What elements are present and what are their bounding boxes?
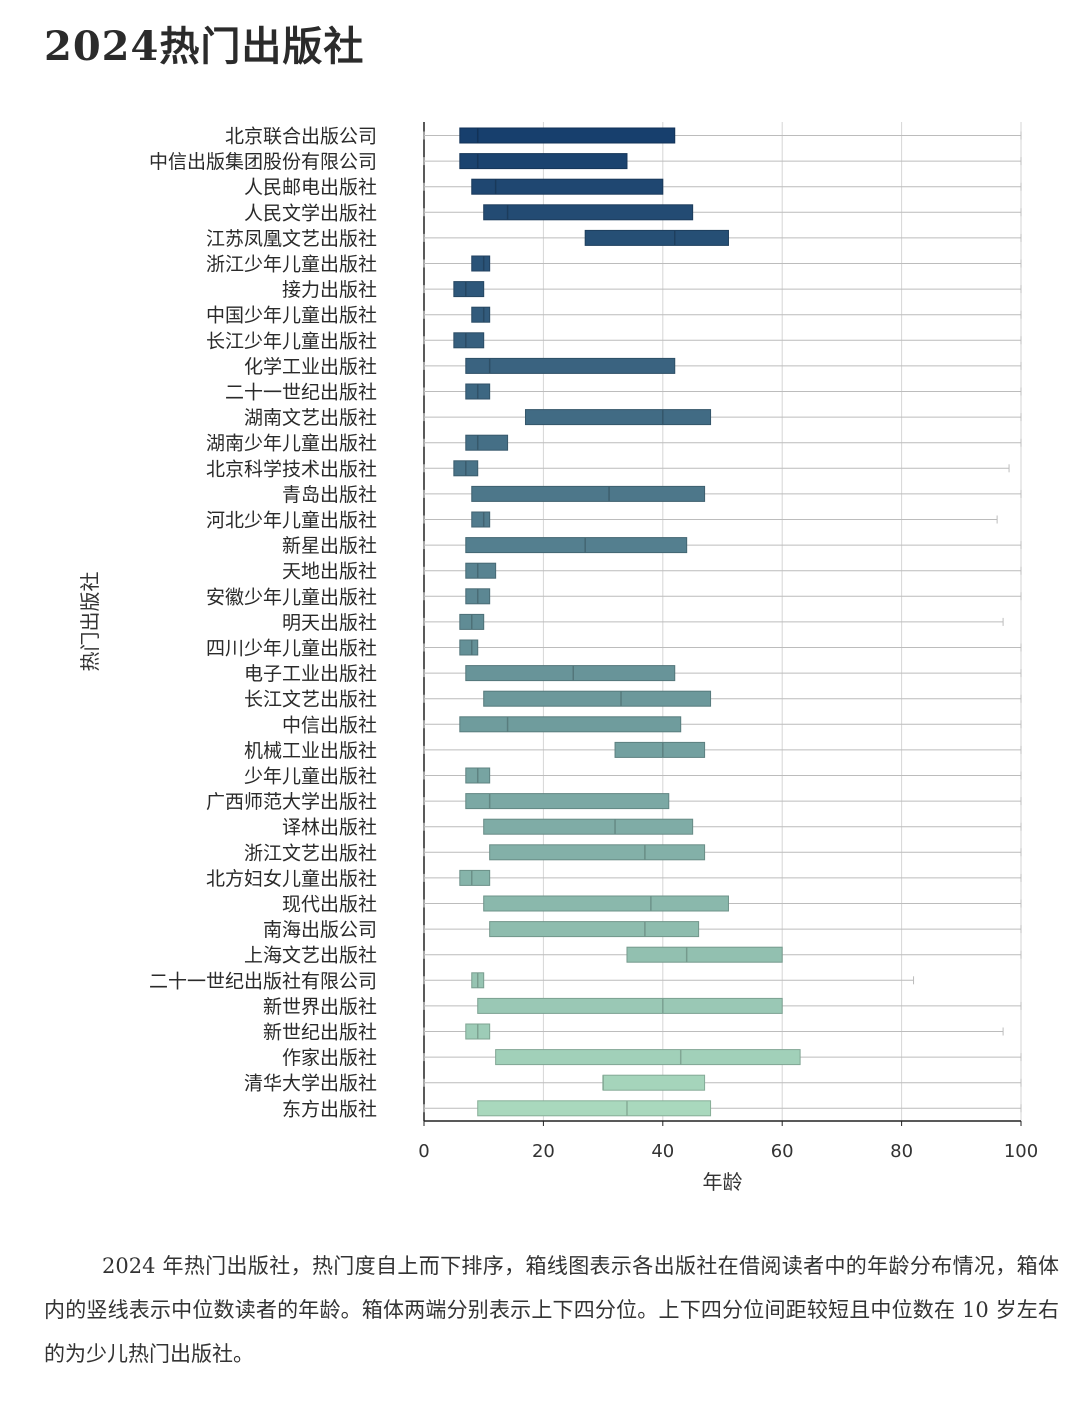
iqr-box [459, 869, 491, 886]
iqr-box [489, 844, 706, 861]
category-label: 少年儿童出版社 [244, 766, 377, 788]
category-label: 二十一世纪出版社 [225, 382, 377, 404]
iqr-box [471, 255, 491, 272]
category-label: 中信出版社 [282, 714, 377, 736]
x-axis-title: 年龄 [703, 1170, 743, 1194]
category-label: 南海出版公司 [263, 919, 377, 941]
category-label: 现代出版社 [282, 894, 377, 916]
category-label: 新世纪出版社 [263, 1022, 377, 1044]
iqr-box [477, 1100, 712, 1117]
category-label: 四川少年儿童出版社 [206, 638, 377, 660]
x-tick-label: 0 [418, 1141, 429, 1162]
box-plot-chart: 北京联合出版公司中信出版集团股份有限公司人民邮电出版社人民文学出版社江苏凤凰文艺… [78, 122, 1038, 1194]
iqr-box [465, 562, 497, 579]
category-label: 译林出版社 [282, 817, 377, 839]
iqr-box [453, 281, 485, 298]
x-tick-label: 20 [532, 1141, 555, 1162]
category-label: 人民邮电出版社 [244, 177, 377, 199]
iqr-box [489, 921, 700, 938]
category-label: 长江少年儿童出版社 [206, 330, 377, 352]
category-label: 安徽少年儿童出版社 [206, 586, 377, 608]
category-label: 河北少年儿童出版社 [206, 510, 377, 532]
category-label: 接力出版社 [282, 279, 377, 301]
iqr-box [584, 229, 729, 246]
category-label: 明天出版社 [282, 612, 377, 634]
category-label: 作家出版社 [282, 1047, 377, 1069]
category-label: 北京科学技术出版社 [206, 458, 377, 480]
page-title: 2024热门出版社 [44, 23, 365, 70]
iqr-box [465, 537, 688, 554]
category-label: 化学工业出版社 [244, 356, 377, 378]
category-label: 上海文艺出版社 [244, 945, 377, 967]
category-label: 新世界出版社 [263, 996, 377, 1018]
y-axis-title: 热门出版社 [78, 572, 102, 672]
category-label: 二十一世纪出版社有限公司 [149, 970, 377, 992]
category-label: 江苏凤凰文艺出版社 [206, 228, 377, 250]
category-label: 机械工业出版社 [244, 740, 377, 762]
iqr-box [483, 204, 694, 221]
iqr-box [477, 997, 783, 1014]
iqr-box [459, 153, 628, 170]
category-label: 电子工业出版社 [244, 663, 377, 685]
iqr-box [626, 946, 783, 963]
category-label: 人民文学出版社 [244, 202, 377, 224]
iqr-box [602, 1074, 706, 1091]
iqr-box [471, 178, 664, 195]
iqr-box [524, 409, 712, 426]
category-label: 湖南少年儿童出版社 [206, 433, 377, 455]
category-label: 天地出版社 [282, 561, 377, 583]
iqr-box [459, 639, 479, 656]
category-label: 东方出版社 [282, 1098, 377, 1120]
iqr-box [471, 306, 491, 323]
category-label: 中国少年儿童出版社 [206, 305, 377, 327]
category-label: 青岛出版社 [282, 484, 377, 506]
category-label: 北京联合出版公司 [225, 126, 377, 148]
category-label: 浙江文艺出版社 [244, 842, 377, 864]
category-label: 浙江少年儿童出版社 [206, 254, 377, 276]
x-tick-label: 60 [771, 1141, 794, 1162]
x-tick-label: 40 [651, 1141, 674, 1162]
iqr-box [465, 434, 509, 451]
iqr-box [483, 895, 729, 912]
category-label: 湖南文艺出版社 [244, 407, 377, 429]
category-label: 中信出版集团股份有限公司 [149, 151, 377, 173]
iqr-box [495, 1049, 801, 1066]
category-label: 长江文艺出版社 [244, 689, 377, 711]
iqr-box [471, 485, 706, 502]
x-tick-label: 80 [890, 1141, 913, 1162]
iqr-box [483, 818, 694, 835]
iqr-box [459, 716, 682, 733]
iqr-box [465, 357, 676, 374]
chart-caption: 2024 年热门出版社，热门度自上而下排序，箱线图表示各出版社在借阅读者中的年龄… [44, 1254, 1059, 1366]
iqr-box [459, 127, 676, 144]
category-label: 新星出版社 [282, 535, 377, 557]
iqr-box [471, 511, 491, 528]
iqr-box [465, 793, 670, 810]
x-tick-label: 100 [1004, 1141, 1038, 1162]
category-label: 清华大学出版社 [244, 1073, 377, 1095]
iqr-box [483, 690, 712, 707]
category-label: 广西师范大学出版社 [206, 791, 377, 813]
iqr-box [453, 332, 485, 349]
iqr-box [465, 665, 676, 682]
category-label: 北方妇女儿童出版社 [206, 868, 377, 890]
iqr-box [614, 741, 706, 758]
